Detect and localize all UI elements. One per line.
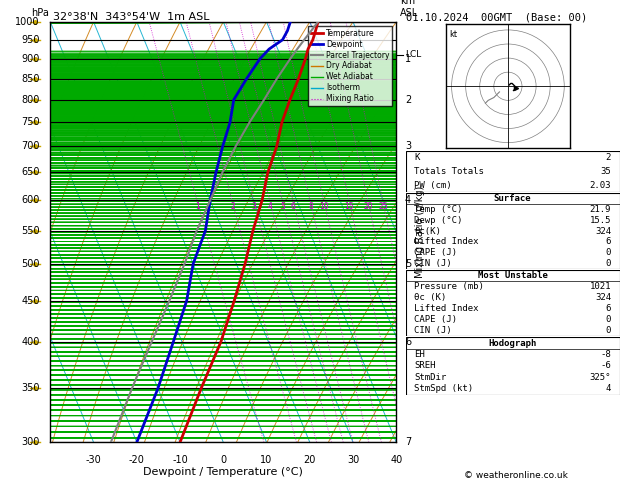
Text: 1: 1 — [195, 202, 200, 211]
Text: Mixing Ratio (g/kg): Mixing Ratio (g/kg) — [416, 186, 425, 278]
Text: Hodograph: Hodograph — [489, 339, 537, 347]
Text: 450: 450 — [21, 295, 40, 306]
Text: 400: 400 — [21, 337, 40, 347]
Text: -30: -30 — [86, 455, 101, 465]
Text: Lifted Index: Lifted Index — [415, 237, 479, 246]
Text: K: K — [415, 153, 420, 162]
Text: Surface: Surface — [494, 194, 532, 203]
Text: Totals Totals: Totals Totals — [415, 167, 484, 176]
Text: 950: 950 — [21, 35, 40, 45]
Text: 325°: 325° — [589, 373, 611, 382]
Text: 2: 2 — [405, 95, 411, 105]
Text: 324: 324 — [595, 226, 611, 236]
Text: 20: 20 — [304, 455, 316, 465]
Text: 700: 700 — [21, 141, 40, 152]
Text: 1000: 1000 — [16, 17, 40, 27]
Text: 1: 1 — [405, 53, 411, 64]
Text: Temp (°C): Temp (°C) — [415, 205, 463, 214]
Text: 4: 4 — [267, 202, 272, 211]
Text: 21.9: 21.9 — [589, 205, 611, 214]
Text: Dewpoint / Temperature (°C): Dewpoint / Temperature (°C) — [143, 468, 303, 477]
Text: 500: 500 — [21, 259, 40, 269]
Text: 20: 20 — [364, 202, 373, 211]
Text: 8: 8 — [308, 202, 313, 211]
Text: 4: 4 — [606, 384, 611, 393]
Legend: Temperature, Dewpoint, Parcel Trajectory, Dry Adiabat, Wet Adiabat, Isotherm, Mi: Temperature, Dewpoint, Parcel Trajectory… — [308, 26, 392, 106]
Text: 32°38'N  343°54'W  1m ASL: 32°38'N 343°54'W 1m ASL — [53, 12, 210, 22]
Text: 6: 6 — [606, 304, 611, 313]
Text: 550: 550 — [21, 226, 40, 236]
Text: 6: 6 — [606, 237, 611, 246]
Text: 5: 5 — [405, 259, 411, 269]
Text: SREH: SREH — [415, 362, 436, 370]
Text: PW (cm): PW (cm) — [415, 181, 452, 190]
Text: 0: 0 — [606, 326, 611, 335]
Text: 2.03: 2.03 — [589, 181, 611, 190]
Text: 324: 324 — [595, 293, 611, 302]
Text: 0: 0 — [606, 259, 611, 268]
Text: 0: 0 — [220, 455, 226, 465]
Text: -8: -8 — [600, 350, 611, 359]
Text: 3: 3 — [405, 141, 411, 152]
Text: CAPE (J): CAPE (J) — [415, 315, 457, 324]
Text: 25: 25 — [378, 202, 388, 211]
Text: Pressure (mb): Pressure (mb) — [415, 282, 484, 291]
Text: 2: 2 — [230, 202, 235, 211]
Text: 0: 0 — [606, 248, 611, 257]
Text: StmSpd (kt): StmSpd (kt) — [415, 384, 474, 393]
Text: 01.10.2024  00GMT  (Base: 00): 01.10.2024 00GMT (Base: 00) — [406, 12, 587, 22]
Text: 650: 650 — [21, 167, 40, 177]
Text: LCL: LCL — [405, 50, 421, 59]
Text: -20: -20 — [129, 455, 145, 465]
Text: kt: kt — [448, 30, 457, 39]
Text: 800: 800 — [21, 95, 40, 105]
Text: CIN (J): CIN (J) — [415, 326, 452, 335]
Text: 3: 3 — [252, 202, 257, 211]
Text: Most Unstable: Most Unstable — [477, 271, 548, 280]
Text: Lifted Index: Lifted Index — [415, 304, 479, 313]
Text: θc(K): θc(K) — [415, 226, 441, 236]
Text: 600: 600 — [21, 195, 40, 205]
Text: Dewp (°C): Dewp (°C) — [415, 216, 463, 225]
Text: 35: 35 — [600, 167, 611, 176]
Text: 750: 750 — [21, 117, 40, 127]
Text: CIN (J): CIN (J) — [415, 259, 452, 268]
Text: 2: 2 — [606, 153, 611, 162]
Text: 350: 350 — [21, 383, 40, 394]
Text: hPa: hPa — [31, 8, 49, 17]
Text: 10: 10 — [319, 202, 329, 211]
Text: 1021: 1021 — [589, 282, 611, 291]
Text: km
ASL: km ASL — [400, 0, 418, 17]
Text: 6: 6 — [291, 202, 296, 211]
Text: -6: -6 — [600, 362, 611, 370]
Text: 15.5: 15.5 — [589, 216, 611, 225]
Text: θc (K): θc (K) — [415, 293, 447, 302]
Text: 4: 4 — [405, 195, 411, 205]
Text: 30: 30 — [347, 455, 359, 465]
Text: 6: 6 — [405, 337, 411, 347]
Text: StmDir: StmDir — [415, 373, 447, 382]
Text: 5: 5 — [281, 202, 285, 211]
Text: 300: 300 — [21, 437, 40, 447]
Text: 15: 15 — [345, 202, 354, 211]
Text: © weatheronline.co.uk: © weatheronline.co.uk — [464, 471, 568, 480]
Text: 40: 40 — [390, 455, 403, 465]
Text: -10: -10 — [172, 455, 188, 465]
Text: 10: 10 — [260, 455, 272, 465]
Text: EH: EH — [415, 350, 425, 359]
Text: 7: 7 — [405, 437, 411, 447]
Text: 900: 900 — [21, 53, 40, 64]
Text: CAPE (J): CAPE (J) — [415, 248, 457, 257]
Text: 0: 0 — [606, 315, 611, 324]
Text: 850: 850 — [21, 73, 40, 84]
